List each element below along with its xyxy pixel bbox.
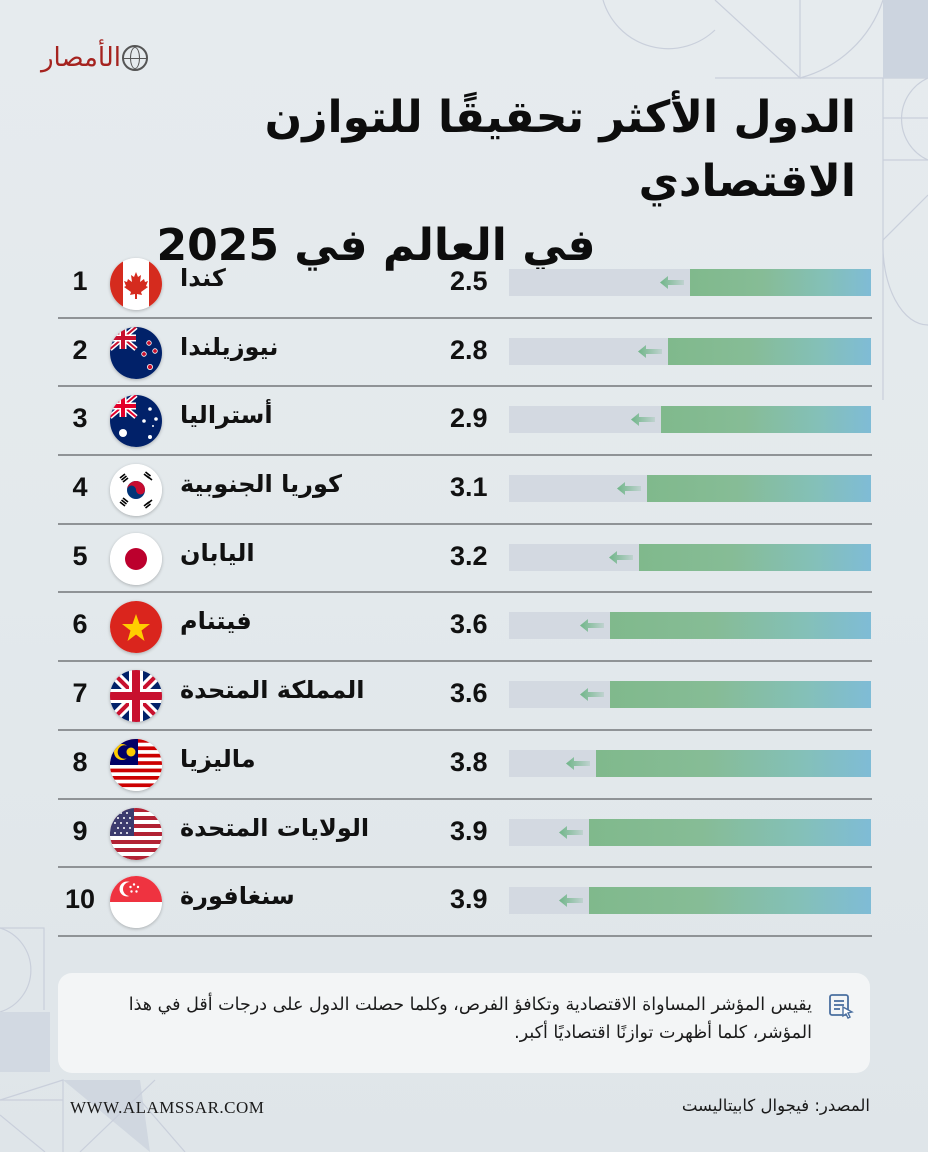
chart-row: 4 كوريا الجنوبية 3.1	[58, 456, 872, 525]
value-label: 3.8	[450, 746, 488, 777]
arrow-left-icon	[566, 756, 590, 770]
rank-label: 2	[72, 334, 88, 365]
value-label: 3.9	[450, 884, 488, 915]
bar	[610, 612, 871, 640]
rank-label: 7	[72, 678, 88, 709]
bar	[589, 818, 871, 846]
note-text: يقيس المؤشر المساواة الاقتصادية وتكافؤ ا…	[128, 995, 812, 1043]
bar-track	[509, 475, 871, 503]
rank-label: 4	[72, 472, 88, 503]
value-label: 3.6	[450, 678, 488, 709]
rank-label: 6	[72, 609, 88, 640]
country-label: نيوزيلندا	[180, 332, 279, 361]
arrow-left-icon	[660, 276, 684, 289]
country-label: الولايات المتحدة	[180, 813, 370, 842]
note-box: يقيس المؤشر المساواة الاقتصادية وتكافؤ ا…	[58, 973, 870, 1073]
bar-track	[509, 337, 871, 365]
bar	[596, 749, 871, 777]
bar-track	[509, 543, 871, 571]
bar-track	[509, 818, 871, 846]
bar	[690, 269, 871, 296]
arrow-left-icon	[638, 344, 662, 358]
bar-track	[509, 406, 871, 434]
page-title: الدول الأكثر تحقيقًا للتوازن الاقتصادي ف…	[56, 86, 856, 278]
bar	[661, 406, 871, 434]
value-label: 2.8	[450, 334, 488, 365]
rank-label: 3	[72, 403, 88, 434]
canada-flag-icon	[110, 258, 162, 310]
value-label: 2.5	[450, 266, 488, 296]
arrow-left-icon	[631, 413, 655, 427]
rank-label: 10	[64, 884, 96, 915]
chart-row: 3 أستراليا 2.9	[58, 387, 872, 457]
country-label: سنغافورة	[180, 882, 295, 911]
ranking-chart: 1 كندا 2.5 2 نيوزيلندا 2.8 3 أستراليا 2.9 4 كوريا …	[58, 250, 872, 937]
japan-flag-icon	[110, 532, 162, 585]
malaysia-flag-icon	[110, 738, 162, 791]
chart-row: 10 سنغافورة 3.9	[58, 868, 872, 937]
new-zealand-flag-icon	[110, 326, 162, 379]
bar	[668, 337, 871, 365]
value-label: 3.6	[450, 609, 488, 640]
arrow-left-icon	[580, 619, 604, 633]
website-url[interactable]: WWW.ALAMSSAR.COM	[70, 1098, 265, 1117]
arrow-left-icon	[617, 482, 641, 496]
arrow-left-icon	[559, 894, 583, 908]
chart-row: 9 الولايات المتحدة 3.9	[58, 800, 872, 869]
bar-track	[509, 887, 871, 915]
country-label: ماليزيا	[180, 744, 256, 773]
country-label: اليابان	[180, 538, 255, 567]
rank-label: 5	[72, 540, 88, 571]
south-korea-flag-icon	[110, 464, 162, 517]
bar	[647, 475, 871, 503]
title-line-1: الدول الأكثر تحقيقًا للتوازن الاقتصادي	[264, 92, 856, 207]
country-label: فيتنام	[180, 607, 252, 636]
chart-row: 7 المملكة المتحدة 3.6	[58, 662, 872, 731]
arrow-left-icon	[580, 688, 604, 702]
chart-row: 1 كندا 2.5	[58, 250, 872, 319]
bar	[589, 887, 871, 915]
logo-globe-icon	[122, 45, 149, 71]
logo-text: الأمصار	[40, 43, 122, 73]
chart-row: 8 ماليزيا 3.8	[58, 731, 872, 800]
bar-track	[509, 681, 871, 709]
arrow-left-icon	[609, 550, 633, 564]
bar	[639, 543, 871, 571]
chart-row: 5 اليابان 3.2	[58, 525, 872, 594]
country-label: المملكة المتحدة	[180, 676, 365, 705]
value-label: 3.1	[450, 472, 488, 503]
arrow-left-icon	[559, 825, 583, 839]
value-label: 3.2	[450, 540, 488, 571]
vietnam-flag-icon	[110, 601, 162, 654]
bar-track	[509, 269, 871, 296]
uk-flag-icon	[110, 670, 162, 723]
rank-label: 8	[72, 746, 88, 777]
value-label: 3.9	[450, 815, 488, 846]
title-line-2: في العالم في 2025	[156, 220, 596, 271]
rank-label: 1	[72, 266, 88, 296]
country-label: كندا	[180, 264, 226, 292]
bar	[610, 681, 871, 709]
value-label: 2.9	[450, 403, 488, 434]
source-credit: المصدر: فيجوال كابيتاليست	[681, 1096, 870, 1115]
usa-flag-icon	[110, 807, 162, 860]
singapore-flag-icon	[110, 876, 162, 929]
rank-label: 9	[72, 815, 88, 846]
bar-track	[509, 612, 871, 640]
document-cursor-icon	[829, 994, 854, 1019]
brand-logo: الأمصار	[40, 38, 150, 78]
australia-flag-icon	[110, 395, 162, 448]
country-label: كوريا الجنوبية	[180, 470, 342, 499]
chart-row: 2 نيوزيلندا 2.8	[58, 319, 872, 388]
chart-row: 6 فيتنام 3.6	[58, 593, 872, 663]
country-label: أستراليا	[180, 401, 273, 430]
bar-track	[509, 749, 871, 777]
